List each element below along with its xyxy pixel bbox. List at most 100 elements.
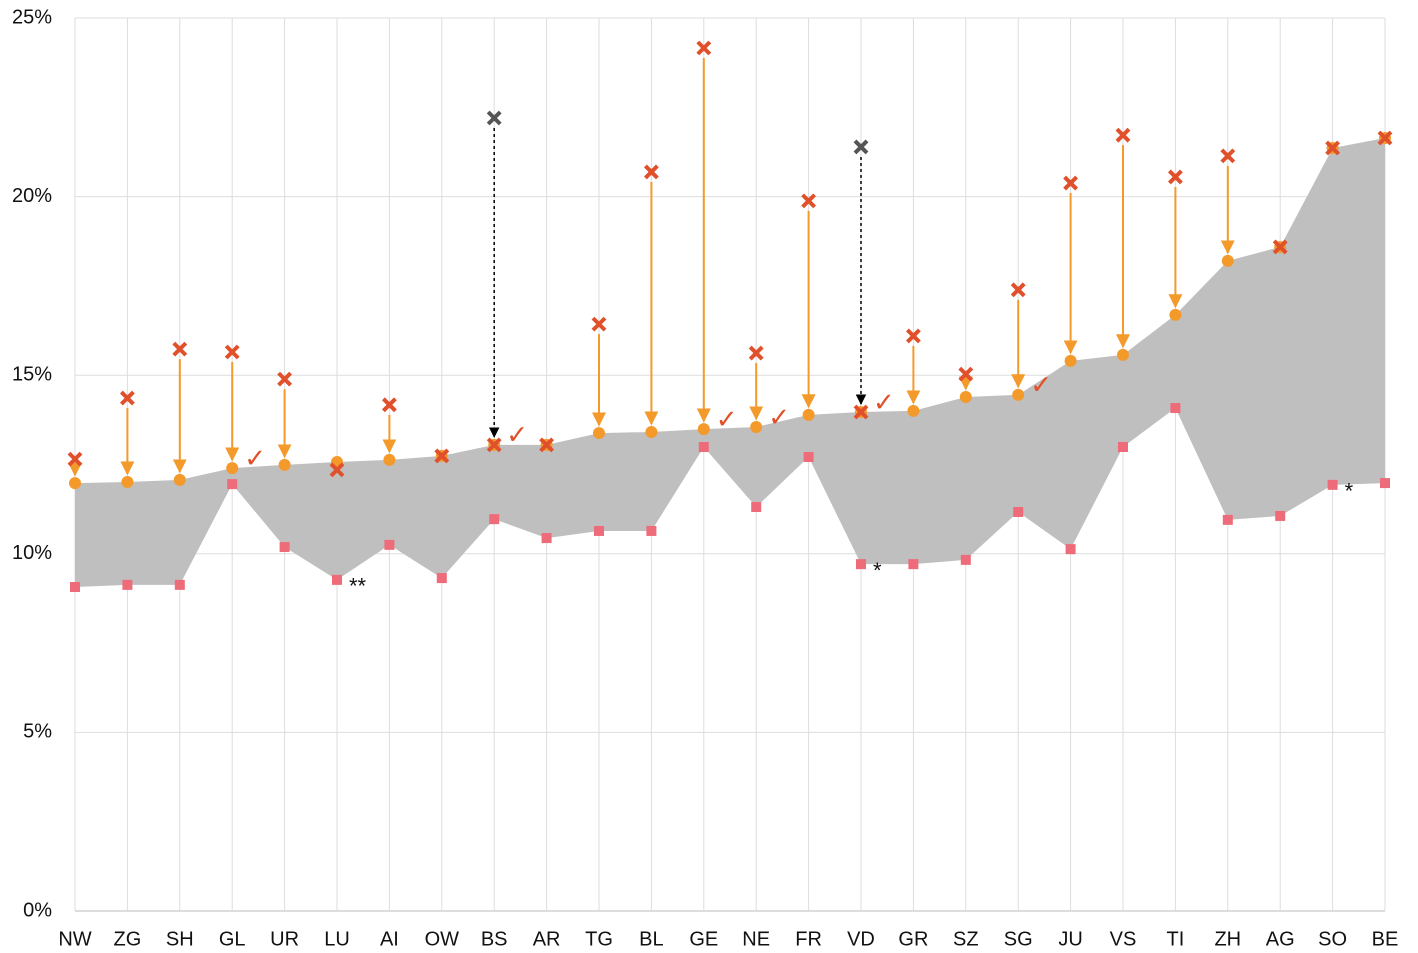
check-mark: ✓ [768,402,790,432]
point-circle [1064,354,1077,367]
point-cross [853,139,869,155]
x-tick-label: GR [898,928,928,950]
x-tick-label: TI [1167,928,1185,950]
point-square [960,554,971,565]
x-tick-label: AI [380,928,399,950]
point-circle [959,390,972,403]
point-square [227,479,238,490]
point-circle [121,476,134,489]
point-circle [69,477,81,490]
point-square [1013,507,1024,518]
x-tick-label: NE [742,928,770,950]
x-tick-label: ZH [1214,928,1241,950]
point-square [1275,510,1286,521]
point-square [1170,403,1181,414]
range-area [75,138,1385,588]
point-square [489,514,500,525]
point-cross [1115,127,1131,143]
point-cross [67,451,83,467]
point-cross [381,397,397,413]
x-tick-label: OW [425,928,460,950]
point-cross [1063,175,1079,191]
point-cross [539,437,555,453]
point-circle [645,425,658,438]
point-circle [593,427,605,440]
x-tick-label: SG [1004,928,1033,950]
point-cross [1325,140,1341,156]
point-square [1327,479,1338,490]
y-tick-label: 0% [23,899,52,921]
x-tick-label: FR [795,928,822,950]
y-tick-label: 10% [12,542,52,564]
point-square [646,525,657,536]
x-tick-label: TG [585,928,613,950]
x-tick-label: SZ [953,928,979,950]
point-square [541,533,552,544]
point-circle [278,458,291,471]
point-cross [643,164,659,180]
x-tick-label: BS [481,928,508,950]
point-square [384,539,395,550]
point-cross [1272,239,1288,255]
y-tick-label: 20% [12,185,52,207]
point-cross [748,345,764,361]
point-square [1380,478,1390,489]
y-tick-label: 25% [12,6,52,28]
point-cross [1010,282,1026,298]
point-circle [1169,308,1182,321]
point-circle [802,408,815,421]
y-tick-label: 5% [23,721,52,743]
point-circle [1117,348,1129,361]
check-mark: ✓ [244,443,266,473]
point-cross [486,437,502,453]
point-cross [801,193,817,209]
point-cross [224,344,240,360]
point-circle [226,462,239,475]
point-cross [1377,130,1393,146]
note: ** [349,574,367,599]
point-cross [277,371,293,387]
point-cross [172,341,188,357]
x-tick-label: ZG [114,928,142,950]
x-tick-label: LU [324,928,350,950]
point-cross [119,390,135,406]
x-tick-label: BL [639,928,663,950]
point-square [332,574,342,585]
point-square [698,441,709,452]
point-square [70,582,80,593]
point-circle [697,423,710,436]
point-square [122,579,133,590]
point-square [908,559,919,570]
point-square [436,573,447,584]
note: * [873,558,882,583]
point-cross [696,40,712,56]
check-mark: ✓ [1030,370,1052,400]
point-cross [1220,148,1236,164]
point-square [1222,514,1233,525]
x-tick-label: JU [1058,928,1082,950]
x-tick-label: UR [270,928,299,950]
point-cross [958,366,974,382]
point-square [279,542,290,553]
point-square [856,559,866,570]
point-circle [907,404,920,417]
x-tick-label: AR [533,928,561,950]
check-mark: ✓ [716,404,738,434]
x-tick-label: VS [1110,928,1137,950]
check-mark: ✓ [873,387,895,417]
point-circle [383,453,396,466]
x-tick-label: GL [219,928,246,950]
point-circle [173,473,186,486]
x-tick-label: NW [58,928,91,950]
x-tick-label: VD [847,928,875,950]
x-tick-label: SH [166,928,194,950]
x-tick-label: SO [1318,928,1347,950]
point-cross [434,448,450,464]
x-tick-label: GE [689,928,718,950]
point-square [174,579,185,590]
point-circle [750,420,763,433]
point-cross [853,404,869,420]
point-circle [1012,388,1025,401]
point-cross [486,110,502,126]
